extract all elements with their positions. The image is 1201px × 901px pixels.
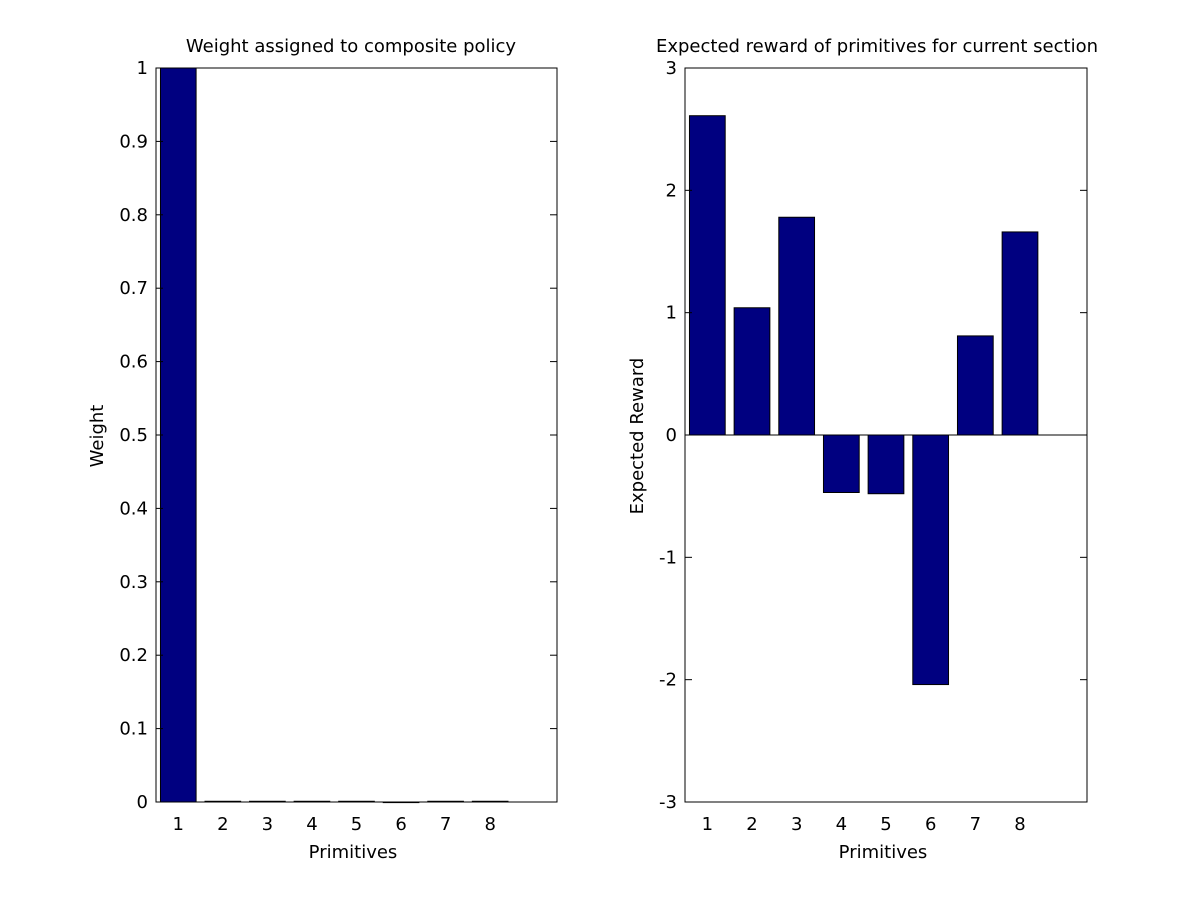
reward-bar [822, 434, 860, 493]
reward-ytick-label: 3 [666, 58, 677, 79]
weight-chart-title: Weight assigned to composite policy [186, 36, 517, 57]
weight-ytick-label: 1 [137, 58, 148, 79]
reward-bar [778, 216, 816, 436]
weight-ytick-label: 0.5 [119, 425, 148, 446]
weight-chart-xlabel: Primitives [309, 842, 398, 863]
weight-ytick-label: 0.6 [119, 352, 148, 373]
reward-bar [867, 434, 905, 495]
reward-xtick-label: 7 [970, 814, 981, 835]
reward-chart-title: Expected reward of primitives for curren… [656, 36, 1098, 57]
weight-ytick-label: 0 [137, 792, 148, 813]
weight-xtick-label: 8 [484, 814, 495, 835]
reward-chart-xlabel: Primitives [839, 842, 928, 863]
reward-chart: Expected reward of primitives for curren… [627, 36, 1098, 863]
reward-xtick-label: 2 [746, 814, 757, 835]
reward-xtick-label: 1 [702, 814, 713, 835]
weight-ytick-label: 0.2 [119, 645, 148, 666]
reward-ytick-label: -1 [659, 547, 677, 568]
weight-xtick-label: 1 [173, 814, 184, 835]
weight-ytick-label: 0.4 [119, 498, 148, 519]
reward-ytick-label: 1 [666, 303, 677, 324]
reward-xtick-label: 3 [791, 814, 802, 835]
reward-chart-plot-area: -3 -2 -1 0 1 2 3 1 2 3 4 5 6 7 8 [659, 58, 1088, 835]
reward-bar [956, 335, 994, 436]
weight-xtick-label: 2 [217, 814, 228, 835]
reward-ytick-label: -3 [659, 792, 677, 813]
reward-chart-ylabel: Expected Reward [627, 358, 648, 515]
weight-xtick-label: 6 [395, 814, 406, 835]
reward-bar [733, 307, 771, 436]
weight-xtick-label: 4 [306, 814, 317, 835]
weight-bar [159, 67, 197, 803]
reward-ytick-label: -2 [659, 670, 677, 691]
weight-ytick-label: 0.9 [119, 131, 148, 152]
weight-chart-ylabel: Weight [87, 405, 108, 468]
reward-xtick-label: 5 [880, 814, 891, 835]
weight-chart-plot-area: 0 0.1 0.2 0.3 0.4 0.5 0.6 0.7 0.8 0.9 1 1 2 3 4 5 6 7 8 [119, 58, 558, 835]
reward-xtick-label: 8 [1014, 814, 1025, 835]
weight-ytick-label: 0.1 [119, 719, 148, 740]
reward-xtick-label: 6 [925, 814, 936, 835]
reward-bar [1001, 231, 1039, 436]
reward-xtick-label: 4 [836, 814, 847, 835]
weight-ytick-label: 0.7 [119, 278, 148, 299]
weight-chart: Weight assigned to composite policy Prim… [87, 36, 558, 863]
weight-ytick-label: 0.8 [119, 205, 148, 226]
weight-ytick-label: 0.3 [119, 572, 148, 593]
reward-bar [912, 434, 950, 686]
reward-bar [688, 115, 726, 436]
weight-xtick-label: 7 [440, 814, 451, 835]
weight-xtick-label: 5 [351, 814, 362, 835]
reward-ytick-label: 0 [666, 425, 677, 446]
weight-xtick-label: 3 [262, 814, 273, 835]
reward-ytick-label: 2 [666, 180, 677, 201]
